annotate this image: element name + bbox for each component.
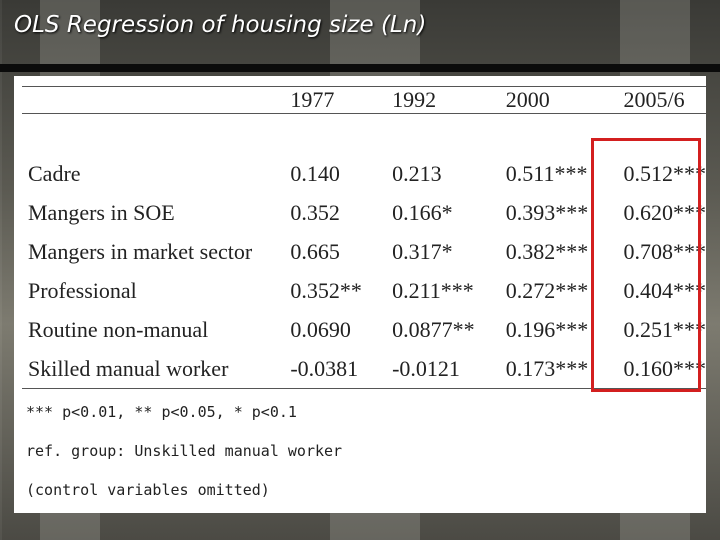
table-row: Cadre 0.140 0.213 0.511*** 0.512*** <box>22 114 706 194</box>
slide-title: OLS Regression of housing size (Ln) <box>14 12 427 38</box>
table-row: Skilled manual worker -0.0381 -0.0121 0.… <box>22 349 706 389</box>
table-cell: 0.620*** <box>623 199 707 225</box>
table-cell: 0.393*** <box>505 199 589 225</box>
table-cell: -0.0381 <box>290 355 359 381</box>
regression-table-panel: 1977 1992 2000 2005/6 Cadre 0.140 0.213 … <box>14 76 706 513</box>
table-cell: 0.160*** <box>623 355 707 381</box>
table-cell: 0.196*** <box>505 316 589 342</box>
column-header-2000: 2000 <box>505 87 550 112</box>
table-row: Mangers in market sector 0.665 0.317* 0.… <box>22 232 706 271</box>
table-cell: 0.708*** <box>623 238 707 264</box>
table-cell: 0.352** <box>290 277 362 303</box>
column-header-2005-6: 2005/6 <box>623 87 685 112</box>
reference-group-note: ref. group: Unskilled manual worker <box>26 442 343 460</box>
table-cell: 0.166* <box>392 199 453 225</box>
table-cell: 0.382*** <box>505 238 589 264</box>
table-cell: 0.665 <box>290 238 340 264</box>
table-cell: 0.317* <box>392 238 453 264</box>
row-label: Routine non-manual <box>28 316 209 342</box>
table-cell: 0.352 <box>290 199 340 225</box>
title-divider <box>0 64 720 72</box>
row-label: Skilled manual worker <box>28 355 229 381</box>
significance-note: *** p<0.01, ** p<0.05, * p<0.1 <box>26 403 297 421</box>
table-cell: 0.211*** <box>392 277 474 303</box>
table-cell: 0.213 <box>392 160 442 186</box>
table-cell: 0.0690 <box>290 316 351 342</box>
table-row: Professional 0.352** 0.211*** 0.272*** 0… <box>22 271 706 310</box>
table-row: Routine non-manual 0.0690 0.0877** 0.196… <box>22 310 706 349</box>
row-label: Mangers in market sector <box>28 238 253 264</box>
table-notes: *** p<0.01, ** p<0.05, * p<0.1 ref. grou… <box>26 402 342 519</box>
table-cell: 0.512*** <box>623 160 707 186</box>
table-row: Mangers in SOE 0.352 0.166* 0.393*** 0.6… <box>22 193 706 232</box>
table-cell: 0.251*** <box>623 316 707 342</box>
table-cell: 0.140 <box>290 160 340 186</box>
controls-note: (control variables omitted) <box>26 481 270 499</box>
highlight-box-2005-6 <box>591 138 701 392</box>
column-header-label <box>22 87 284 114</box>
table-cell: 0.173*** <box>505 355 589 381</box>
row-label: Professional <box>28 277 137 303</box>
table-cell: 0.511*** <box>505 160 588 186</box>
table-cell: 0.272*** <box>505 277 589 303</box>
row-label: Cadre <box>28 160 81 186</box>
table-cell: 0.404*** <box>623 277 707 303</box>
regression-table: 1977 1992 2000 2005/6 Cadre 0.140 0.213 … <box>22 86 706 389</box>
column-header-1977: 1977 <box>290 87 335 112</box>
table-header-row: 1977 1992 2000 2005/6 <box>22 86 706 114</box>
table-cell: 0.0877** <box>392 316 475 342</box>
row-label: Mangers in SOE <box>28 199 175 225</box>
table-cell: -0.0121 <box>392 355 460 381</box>
column-header-1992: 1992 <box>392 87 437 112</box>
